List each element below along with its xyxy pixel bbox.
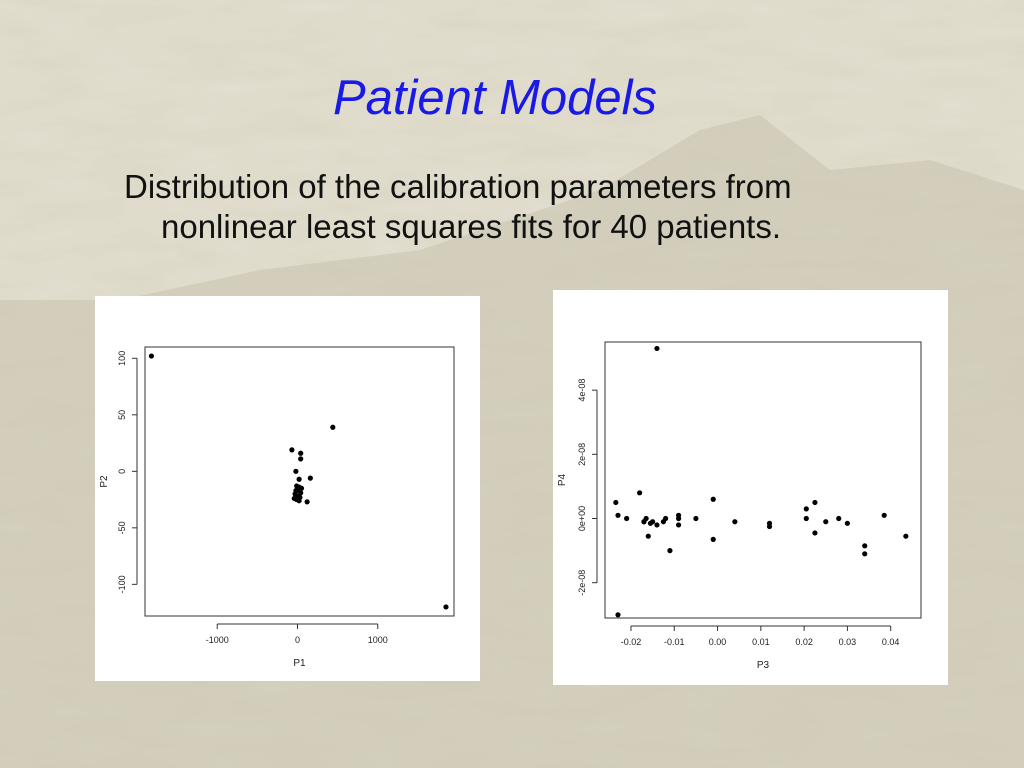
p3p4-data-point xyxy=(675,522,682,528)
p3p4-data-point xyxy=(624,515,630,522)
x-axis-label: P3 xyxy=(757,660,770,671)
p1p2-data-point xyxy=(298,450,304,456)
p3p4-data-point xyxy=(615,512,621,518)
y-tick-label: -2e-08 xyxy=(577,570,587,596)
p3p4-data-point xyxy=(766,523,773,530)
p3p4-data-point xyxy=(812,499,818,506)
x-axis-label: P1 xyxy=(293,658,306,669)
p3p4-data-point xyxy=(710,536,716,542)
y-tick-label: 50 xyxy=(117,410,127,420)
p3p4-data-point xyxy=(903,533,909,539)
scatter-plot-p3-p4: -0.02 -0.01 0.00 0.01 0.02 0.03 0.04 -2e-08 0e+0… xyxy=(553,290,948,685)
p1p2-data-point xyxy=(298,456,304,462)
p1p2-data-point xyxy=(330,424,336,430)
p3p4-data-point xyxy=(803,506,809,512)
p3p4-data-point xyxy=(732,519,738,525)
plot-frame xyxy=(604,341,922,619)
p1p2-data-point xyxy=(298,485,305,491)
x-tick-label: 0.04 xyxy=(882,637,900,647)
p1p2-data-point xyxy=(293,468,299,474)
y-axis-label: P2 xyxy=(99,475,110,488)
slide-subtitle: Distribution of the calibration paramete… xyxy=(124,168,792,245)
p1p2-data-point xyxy=(443,604,449,610)
p3p4-data-point xyxy=(812,530,818,536)
p1p2-data-point xyxy=(298,490,304,496)
x-tick-label: 0.00 xyxy=(709,637,727,647)
scatter-plot-p1-p2-svg: -1000 0 1000 -100 -50 0 50 100 P1 P2 xyxy=(99,346,455,669)
p3p4-data-point xyxy=(710,496,716,502)
p3p4-data-point xyxy=(654,345,660,352)
x-tick-label: 0 xyxy=(295,635,300,645)
p1p2-data-point xyxy=(289,447,295,453)
p3p4-data-point xyxy=(615,612,621,618)
y-tick-label: -50 xyxy=(117,521,127,534)
p3p4-data-point xyxy=(844,520,851,526)
p3p4-data-point xyxy=(667,548,673,554)
p3p4-data-point xyxy=(675,512,682,518)
x-tick-label: -0.01 xyxy=(664,637,685,647)
x-tick-label: 1000 xyxy=(368,635,388,645)
x-tick-label: -0.02 xyxy=(621,637,642,647)
p3p4-data-point xyxy=(693,515,699,522)
p3p4-data-point xyxy=(881,512,887,518)
p3p4-data-point xyxy=(654,522,660,528)
p3p4-data-point xyxy=(862,543,868,549)
p3p4-data-point xyxy=(637,490,643,496)
p3p4-data-point xyxy=(862,551,868,557)
x-tick-label: 0.01 xyxy=(752,637,770,647)
y-axis-label: P4 xyxy=(557,473,568,486)
y-tick-label: 0 xyxy=(117,469,127,474)
p1p2-data-point xyxy=(291,495,297,502)
scatter-plot-p3-p4-svg: -0.02 -0.01 0.00 0.01 0.02 0.03 0.04 -2e-08 0e+0… xyxy=(557,341,922,671)
scatter-plot-p1-p2: -1000 0 1000 -100 -50 0 50 100 P1 P2 xyxy=(95,296,480,681)
x-tick-label: 0.02 xyxy=(795,637,813,647)
y-tick-label: 0e+00 xyxy=(577,506,587,531)
x-tick-label: -1000 xyxy=(206,635,229,645)
p3p4-data-point xyxy=(641,519,647,525)
y-tick-label: 2e-08 xyxy=(577,443,587,466)
slide-title: Patient Models xyxy=(332,71,658,125)
p3p4-data-point xyxy=(663,515,669,522)
p3p4-data-point xyxy=(613,499,619,506)
p3p4-data-point xyxy=(836,515,842,522)
p1p2-data-point xyxy=(304,499,310,505)
p3p4-data-point xyxy=(650,519,656,525)
p1p2-data-point xyxy=(148,353,155,359)
y-tick-label: 4e-08 xyxy=(577,379,587,402)
p1p2-data-point xyxy=(307,475,313,481)
p1p2-data-point xyxy=(296,476,302,482)
p1p2-data-point xyxy=(296,498,302,504)
x-tick-label: 0.03 xyxy=(839,637,857,647)
plot-frame xyxy=(144,346,455,617)
p3p4-data-point xyxy=(803,515,809,522)
y-tick-label: 100 xyxy=(117,351,127,366)
p3p4-data-point xyxy=(645,533,651,539)
p3p4-data-point xyxy=(823,519,829,525)
y-tick-label: -100 xyxy=(117,575,127,593)
